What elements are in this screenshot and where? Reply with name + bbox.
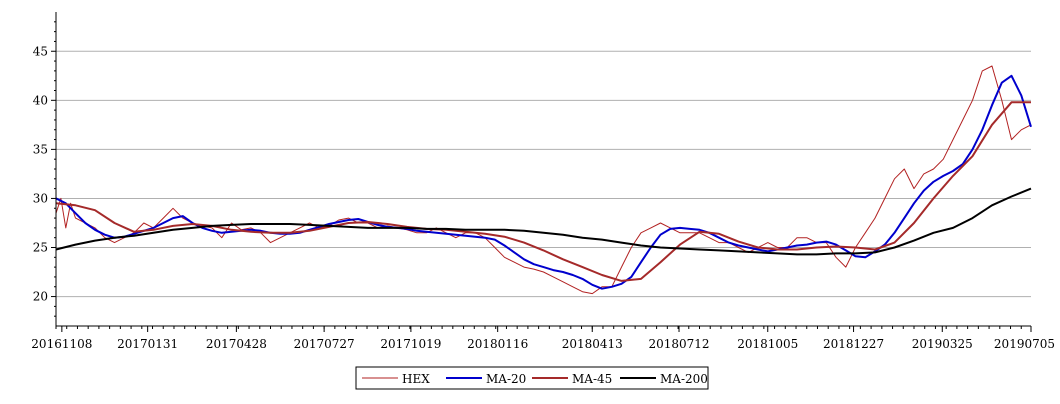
x-tick-label: 20181005	[737, 337, 798, 351]
y-tick-label: 20	[33, 290, 48, 304]
x-tick-label: 20170131	[117, 337, 178, 351]
grid-lines	[56, 50, 1031, 298]
x-tick-label: 20180116	[467, 337, 528, 351]
y-tick-label: 35	[33, 142, 48, 156]
axes: 20 25 30 35 40 45 20161108 20170131 20170428 2017…	[31, 12, 1055, 351]
legend: HEX MA-20 MA-45 MA-200	[355, 366, 709, 390]
series-group	[55, 65, 1032, 295]
y-tick-label: 25	[33, 241, 48, 255]
x-tick-label: 20170428	[206, 337, 267, 351]
legend-label-ma-20: MA-20	[486, 372, 526, 386]
legend-label-hex: HEX	[402, 372, 430, 386]
legend-label-ma-45: MA-45	[572, 372, 612, 386]
series-line-ma-45	[55, 101, 1031, 282]
x-tick-label: 20190325	[912, 337, 973, 351]
x-tick-label: 20161108	[31, 337, 92, 351]
y-tick-label: 30	[33, 191, 48, 205]
x-tick-label: 20190705	[994, 337, 1055, 351]
y-tick-label: 40	[33, 93, 48, 107]
y-tick-label: 45	[33, 44, 48, 58]
series-line-ma-200	[55, 187, 1032, 256]
x-tick-label: 20170727	[294, 337, 355, 351]
x-tick-label: 20181227	[823, 337, 884, 351]
x-tick-label: 20171019	[380, 337, 441, 351]
x-tick-label: 20180413	[562, 337, 623, 351]
series-line-ma-20	[55, 74, 1032, 290]
x-tick-label: 20180712	[648, 337, 709, 351]
legend-label-ma-200: MA-200	[660, 372, 708, 386]
